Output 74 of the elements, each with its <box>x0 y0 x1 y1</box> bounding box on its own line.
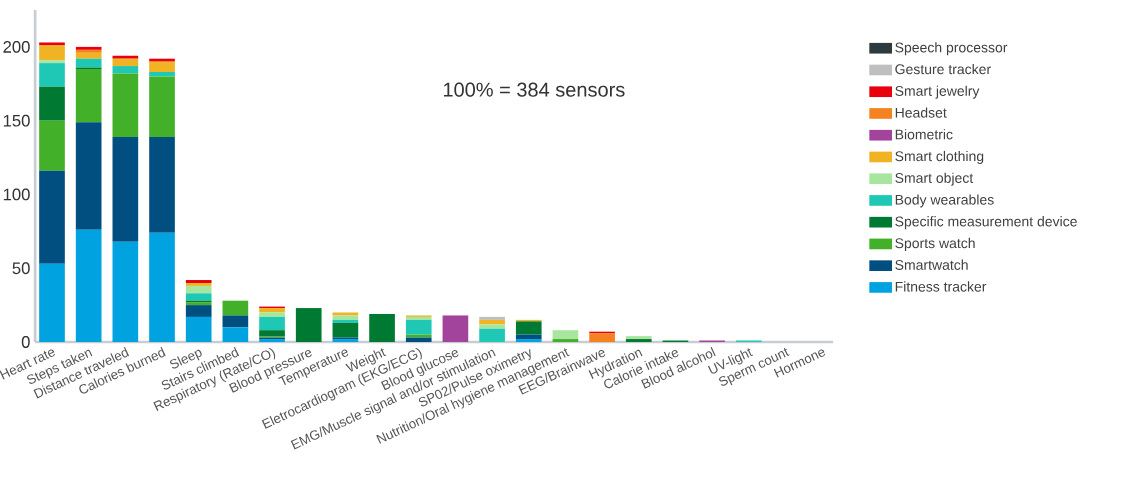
bar <box>479 316 505 320</box>
bar <box>149 136 175 233</box>
legend-label: Body wearables <box>895 194 994 208</box>
bar <box>552 339 579 342</box>
bar <box>259 316 285 331</box>
legend-label: Specific measurement device <box>895 216 1077 230</box>
bar <box>332 312 359 316</box>
bar <box>75 69 102 123</box>
legend-label: Smart jewelry <box>895 85 980 99</box>
bar <box>39 45 65 61</box>
bar <box>332 322 359 338</box>
bar <box>39 120 65 171</box>
bar <box>39 42 65 46</box>
bar <box>515 321 542 335</box>
bar <box>39 170 65 264</box>
legend-label: Smartwatch <box>895 259 968 270</box>
bar <box>112 136 139 242</box>
bar <box>332 319 359 323</box>
bar <box>589 333 615 342</box>
bar <box>39 86 65 121</box>
bar <box>479 328 505 342</box>
bar <box>515 339 542 342</box>
bar <box>259 330 285 337</box>
legend-label: Biometric <box>895 129 953 140</box>
bar <box>39 263 65 342</box>
bar <box>259 312 285 317</box>
bar <box>222 300 249 316</box>
bar <box>479 319 505 325</box>
legend-label: Gesture tracker <box>895 63 991 75</box>
bar <box>149 61 175 72</box>
annotation: 100% = 384 sensors <box>443 82 625 97</box>
bar <box>259 308 285 313</box>
bar <box>405 319 432 335</box>
legend-label: Headset <box>895 107 947 118</box>
bar <box>405 334 432 338</box>
bar <box>112 55 139 59</box>
bar <box>75 122 102 230</box>
bar <box>149 71 175 77</box>
y-tick-label: 150 <box>3 114 30 127</box>
bar <box>442 315 469 342</box>
y-tick-label: 50 <box>12 262 30 275</box>
bar <box>185 285 212 294</box>
legend-label: Fitness tracker <box>895 281 987 292</box>
bar <box>149 232 175 342</box>
bar <box>75 229 102 342</box>
bar <box>295 308 322 342</box>
bar <box>222 327 249 342</box>
bar <box>332 315 359 320</box>
bar <box>39 63 65 87</box>
bar <box>479 324 505 329</box>
bar <box>515 334 542 340</box>
legend-label: Smart clothing <box>895 150 984 164</box>
legend-label: Speech processor <box>895 42 1008 56</box>
bar <box>149 76 175 137</box>
bar <box>185 293 212 301</box>
bar <box>112 241 139 342</box>
bar <box>185 316 212 342</box>
bar <box>112 58 139 67</box>
bar <box>552 330 579 340</box>
bar <box>112 73 139 137</box>
bar <box>75 58 102 68</box>
y-tick-label: 0 <box>21 336 30 348</box>
y-tick-label: 100 <box>3 188 30 201</box>
bar <box>405 337 432 342</box>
bar <box>39 60 65 64</box>
bar <box>112 66 139 74</box>
bar <box>185 305 212 317</box>
y-tick-label: 200 <box>3 41 30 53</box>
bar <box>369 313 395 342</box>
legend-label: Sports watch <box>895 237 975 251</box>
bar <box>149 58 175 62</box>
bar <box>75 52 102 59</box>
bar <box>222 315 249 328</box>
legend-label: Smart object <box>895 172 974 186</box>
